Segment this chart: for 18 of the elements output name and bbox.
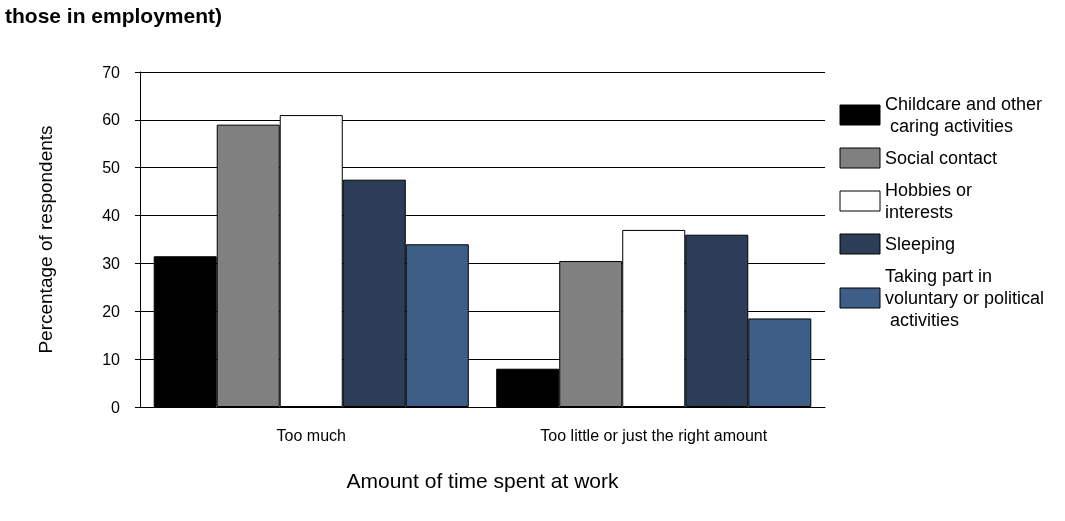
y-tick-label: 40: [102, 207, 121, 225]
x-tick-label: Too much: [276, 426, 346, 444]
y-tick-label: 0: [111, 398, 121, 416]
chart-title: those in employment): [5, 4, 223, 27]
y-tick-label: 60: [102, 111, 121, 129]
y-tick-label: 20: [102, 302, 121, 320]
legend-label: Social contact: [885, 148, 998, 168]
legend-label: Childcare and other caring activities: [885, 94, 1043, 136]
y-axis-title: Percentage of respondents: [35, 125, 56, 354]
legend-label: Taking part in voluntary or political activities: [885, 266, 1045, 330]
y-tick-label: 50: [102, 159, 121, 177]
y-tick-label: 70: [102, 63, 121, 81]
y-tick-label: 30: [102, 254, 121, 272]
legend-label: Sleeping: [885, 234, 956, 254]
x-tick-label: Too little or just the right amount: [540, 426, 768, 444]
x-axis-title: Amount of time spent at work: [346, 469, 619, 492]
y-tick-label: 10: [102, 350, 121, 368]
legend-label: Hobbies or interests: [885, 180, 978, 222]
